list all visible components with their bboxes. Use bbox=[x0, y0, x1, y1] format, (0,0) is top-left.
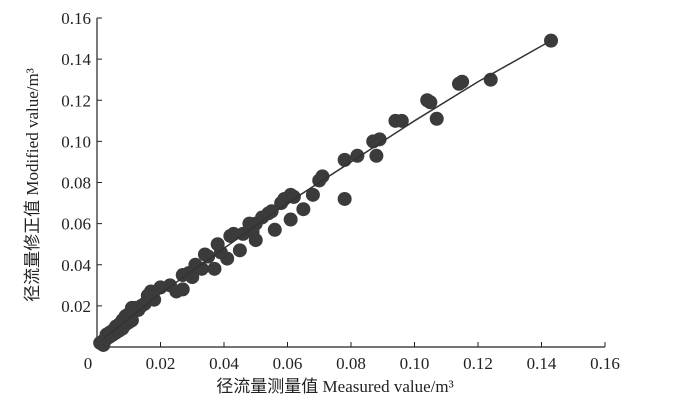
point bbox=[197, 247, 212, 262]
point bbox=[175, 268, 190, 283]
point bbox=[366, 134, 381, 149]
point bbox=[223, 228, 238, 243]
y-axis-label: 径流量修正值 Modified value/m³ bbox=[23, 68, 42, 302]
y-tick-label: 0.04 bbox=[61, 256, 91, 275]
y-tick-label: 0.02 bbox=[61, 297, 91, 316]
x-tick-label: 0.10 bbox=[400, 354, 430, 373]
x-tick-label: 0.06 bbox=[273, 354, 303, 373]
x-tick-label: 0.02 bbox=[146, 354, 176, 373]
x-tick-label: 0.04 bbox=[209, 354, 239, 373]
y-tick-label: 0.12 bbox=[61, 91, 91, 110]
x-axis-label: 径流量测量值 Measured value/m³ bbox=[216, 377, 453, 396]
point bbox=[283, 212, 298, 227]
y-tick-label: 0.14 bbox=[61, 50, 91, 69]
y-tick-label: 0.06 bbox=[61, 215, 91, 234]
point bbox=[274, 196, 289, 211]
point bbox=[305, 187, 320, 202]
point bbox=[451, 76, 466, 91]
x-tick-label: 0.12 bbox=[463, 354, 493, 373]
point bbox=[337, 191, 352, 206]
point bbox=[296, 202, 311, 217]
point bbox=[337, 152, 352, 167]
point bbox=[267, 222, 282, 237]
y-tick-label: 0.16 bbox=[61, 9, 91, 28]
fit-line bbox=[102, 39, 552, 340]
point bbox=[429, 111, 444, 126]
x-tick-label: 0.16 bbox=[590, 354, 620, 373]
y-tick-label: 0.10 bbox=[61, 132, 91, 151]
point bbox=[93, 335, 108, 350]
point bbox=[420, 93, 435, 108]
x-tick-label: 0 bbox=[84, 354, 93, 373]
point bbox=[207, 261, 222, 276]
y-tick-label: 0.08 bbox=[61, 174, 91, 193]
point bbox=[388, 113, 403, 128]
point bbox=[210, 237, 225, 252]
point bbox=[369, 148, 384, 163]
point bbox=[232, 243, 247, 258]
x-tick-label: 0.08 bbox=[336, 354, 366, 373]
x-tick-label: 0.14 bbox=[527, 354, 557, 373]
